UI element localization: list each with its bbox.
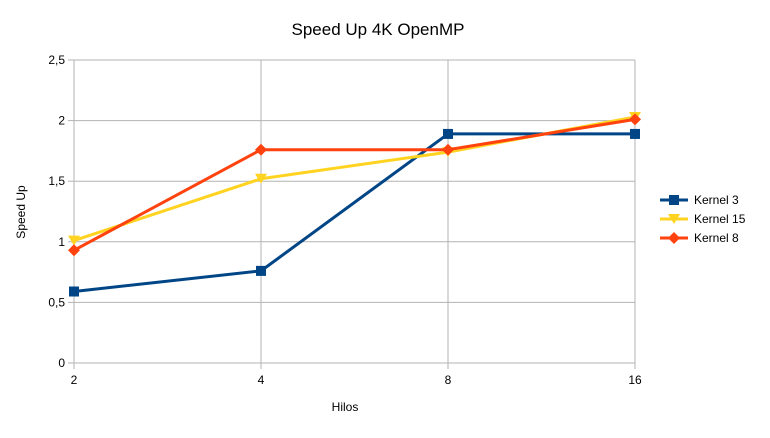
legend-entry: Kernel 15 <box>660 212 746 226</box>
chart-title: Speed Up 4K OpenMP <box>292 20 465 39</box>
series-group <box>68 111 641 297</box>
y-axis-title: Speed Up <box>14 185 28 239</box>
axes: 0 0,5 1 1,5 2 2,5 2 4 8 16 <box>48 53 642 387</box>
y-tick-label: 1 <box>58 235 65 249</box>
y-tick-label: 2,5 <box>48 53 65 67</box>
series-line <box>73 117 636 252</box>
data-point <box>630 128 640 139</box>
legend-entry: Kernel 3 <box>660 193 739 207</box>
data-point <box>68 244 80 257</box>
data-point <box>443 128 453 139</box>
x-tick-label: 4 <box>258 373 265 387</box>
data-point <box>255 143 267 156</box>
legend-marker <box>668 214 680 224</box>
legend-label: Kernel 8 <box>694 231 739 245</box>
y-tick-label: 1,5 <box>48 174 65 188</box>
y-tick-label: 2 <box>58 114 65 128</box>
x-axis-title: Hilos <box>332 400 359 414</box>
legend: Kernel 3 Kernel 15 Kernel 8 <box>660 193 746 245</box>
legend-label: Kernel 15 <box>694 212 746 226</box>
legend-label: Kernel 3 <box>694 193 739 207</box>
data-point <box>69 286 79 297</box>
data-point <box>256 265 266 276</box>
legend-entry: Kernel 8 <box>660 231 739 245</box>
data-point <box>255 173 267 184</box>
x-tick-label: 2 <box>71 373 78 387</box>
legend-marker <box>669 195 679 205</box>
y-tick-label: 0 <box>58 356 65 370</box>
y-tick-label: 0,5 <box>48 295 65 309</box>
data-point <box>442 143 454 156</box>
legend-marker <box>668 232 680 244</box>
grid-lines <box>73 59 636 364</box>
x-tick-label: 8 <box>445 373 452 387</box>
data-point <box>68 235 80 246</box>
series-line <box>73 115 636 243</box>
data-point <box>629 113 641 126</box>
series-kernel-8 <box>68 113 641 257</box>
x-tick-label: 16 <box>628 373 642 387</box>
